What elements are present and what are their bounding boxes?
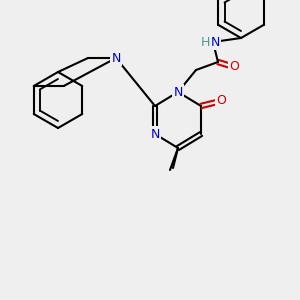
Text: O: O (216, 94, 226, 107)
Text: H: H (200, 35, 210, 49)
Text: N: N (111, 52, 121, 64)
Text: N: N (210, 35, 220, 49)
Text: H: H (200, 35, 210, 49)
Text: O: O (229, 61, 239, 74)
Text: N: N (111, 52, 121, 64)
Text: N: N (173, 85, 183, 98)
Text: N: N (210, 35, 220, 49)
Text: N: N (150, 128, 160, 140)
